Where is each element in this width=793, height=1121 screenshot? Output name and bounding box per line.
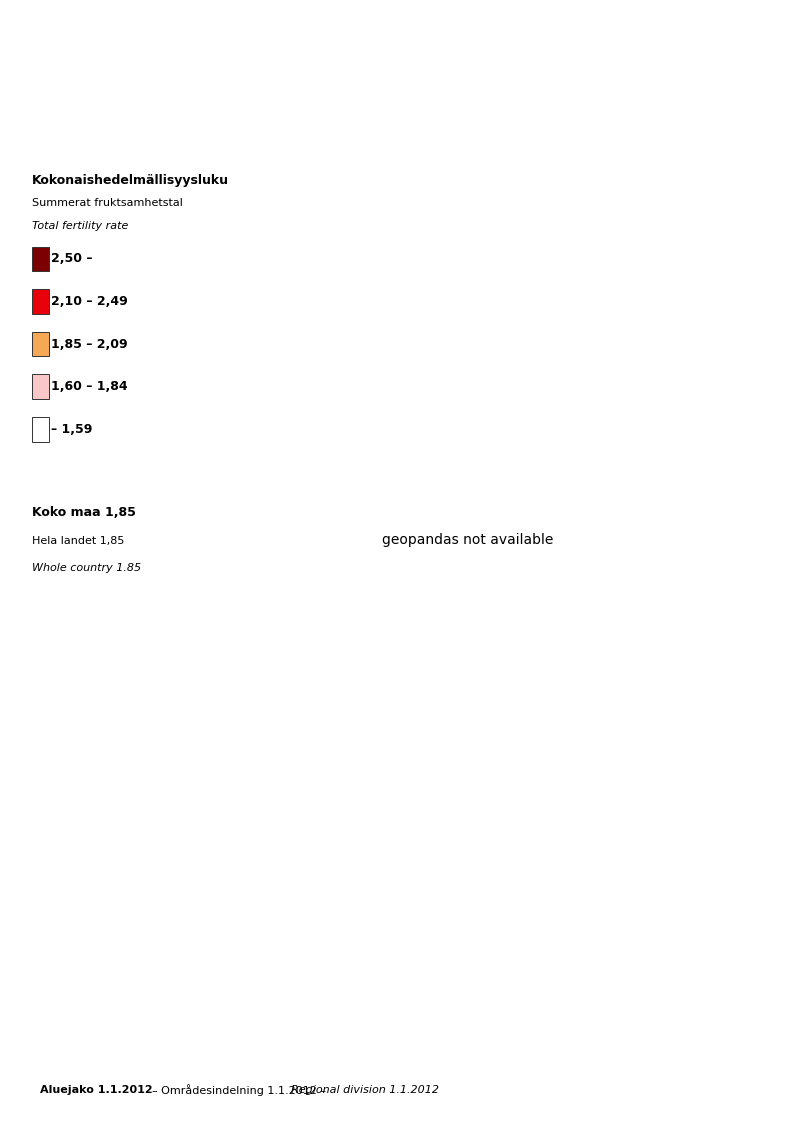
Text: – Områdesindelning 1.1.2012 –: – Områdesindelning 1.1.2012 – — [152, 1084, 326, 1095]
Text: Aluejako 1.1.2012: Aluejako 1.1.2012 — [40, 1085, 152, 1094]
Text: Whole country 1.85: Whole country 1.85 — [32, 563, 141, 573]
Text: 2,50 –: 2,50 – — [51, 252, 92, 266]
Text: Koko maa 1,85: Koko maa 1,85 — [32, 506, 136, 519]
Text: Regional division 1.1.2012: Regional division 1.1.2012 — [291, 1085, 439, 1094]
Text: 2,10 – 2,49: 2,10 – 2,49 — [51, 295, 128, 308]
Text: 1,60 – 1,84: 1,60 – 1,84 — [51, 380, 127, 393]
Text: Hela landet 1,85: Hela landet 1,85 — [32, 536, 124, 546]
Text: Total fertility rate: Total fertility rate — [32, 221, 128, 231]
Text: Kokonaishedelmällisyysluku: Kokonaishedelmällisyysluku — [32, 174, 228, 187]
Text: Summerat fruktsamhetstal: Summerat fruktsamhetstal — [32, 198, 182, 209]
Text: 1,85 – 2,09: 1,85 – 2,09 — [51, 337, 127, 351]
Text: geopandas not available: geopandas not available — [382, 532, 554, 547]
Text: – 1,59: – 1,59 — [51, 423, 92, 436]
